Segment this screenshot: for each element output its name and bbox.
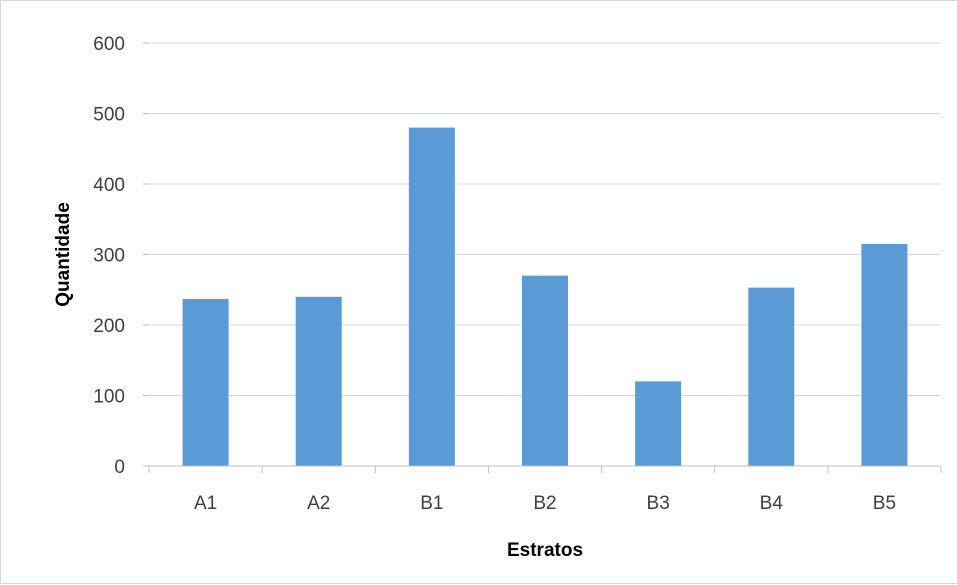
- bar-B5: [861, 243, 908, 466]
- y-tick-label: 300: [93, 246, 125, 267]
- y-tick-label: 400: [93, 175, 125, 196]
- axes: [143, 42, 942, 473]
- bar-A2: [295, 296, 342, 466]
- bar-A1: [182, 298, 229, 466]
- bar-B2: [522, 275, 568, 466]
- bar-B1: [408, 127, 455, 466]
- gridlines: [149, 42, 941, 396]
- y-tick-label: 600: [93, 34, 125, 55]
- y-axis-title: Quantidade: [53, 202, 74, 307]
- x-tick-label: A2: [307, 493, 330, 514]
- bar-B3: [635, 381, 682, 466]
- x-tick-label: B3: [647, 493, 670, 514]
- x-tick-label: A1: [194, 493, 217, 514]
- y-tick-labels: 0 100 200 300 400 500 600: [93, 34, 125, 478]
- y-tick-label: 200: [93, 316, 125, 337]
- y-tick-label: 100: [93, 387, 125, 408]
- x-tick-label: B5: [873, 493, 896, 514]
- bar-B4: [748, 287, 795, 466]
- x-axis-title: Estratos: [507, 540, 583, 561]
- x-tick-label: B1: [420, 493, 443, 514]
- bars: [182, 127, 908, 466]
- x-tick-labels: A1 A2 B1 B2 B3 B4 B5: [194, 493, 896, 514]
- x-tick-label: B2: [533, 493, 556, 514]
- y-tick-label: 0: [114, 457, 125, 478]
- y-tick-label: 500: [93, 105, 125, 126]
- x-tick-label: B4: [760, 493, 784, 514]
